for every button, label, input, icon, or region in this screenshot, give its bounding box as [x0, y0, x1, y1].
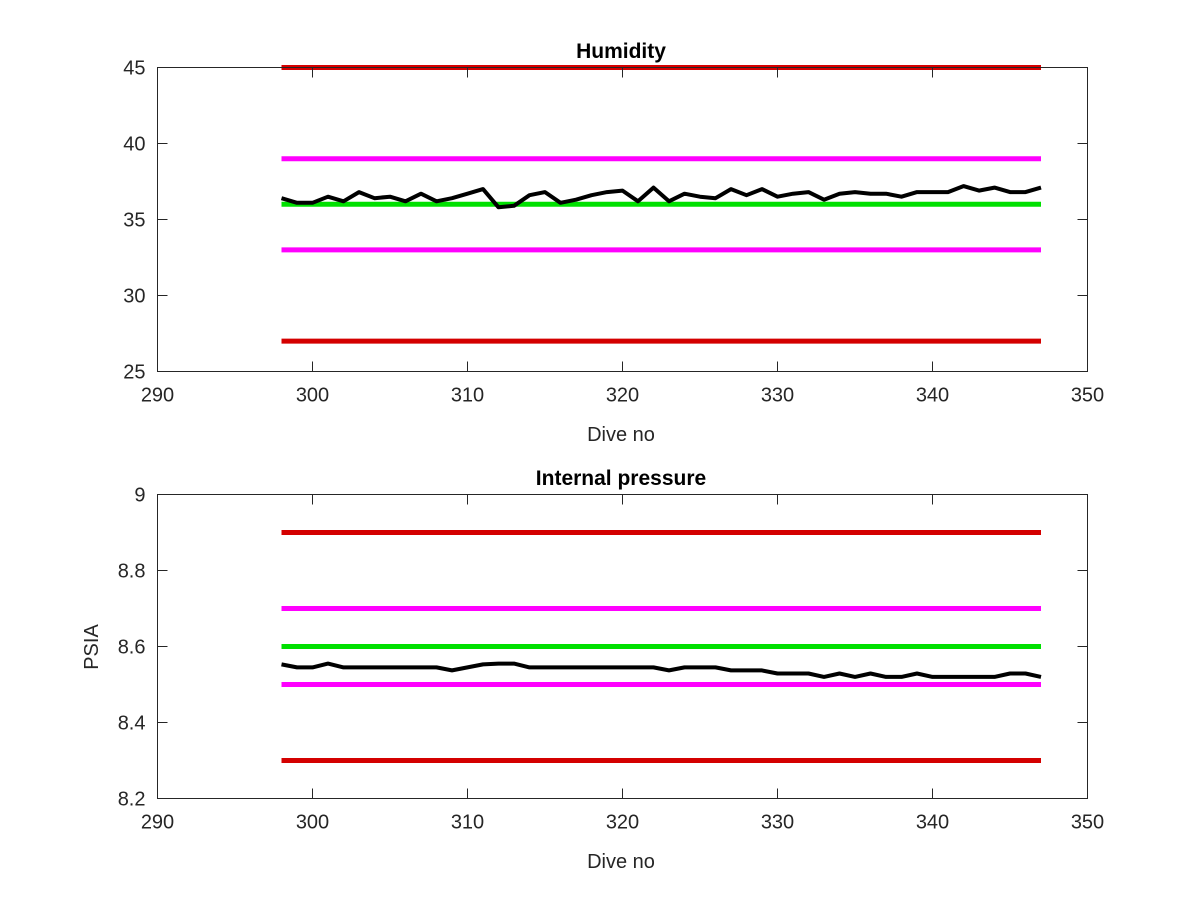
pressure-y-tick-label: 9: [134, 485, 145, 507]
humidity-x-tick-label: 320: [606, 385, 639, 407]
pressure-y-tick-label: 8.6: [118, 637, 146, 659]
humidity-measured-line: [280, 184, 1042, 210]
pressure-x-tick-label: 300: [296, 812, 329, 834]
pressure-lines: [281, 530, 1042, 763]
pressure-x-tick-label: 330: [761, 812, 794, 834]
pressure-x-label: Dive no: [587, 851, 655, 873]
pressure-y-ticks: 8.2 8.4 8.6 8.8 9: [118, 485, 1088, 811]
humidity-y-tick-label: 30: [123, 286, 145, 308]
pressure-x-tick-label: 310: [451, 812, 484, 834]
pressure-x-tick-label: 290: [141, 812, 174, 834]
humidity-title: Humidity: [576, 40, 666, 63]
pressure-y-label: PSIA: [81, 624, 103, 670]
humidity-plot: Humidity 290 300 310 320 330 340 350 25 30 35 40 4…: [123, 40, 1104, 446]
pressure-title: Internal pressure: [536, 467, 706, 490]
pressure-x-tick-label: 320: [606, 812, 639, 834]
humidity-y-tick-label: 40: [123, 134, 145, 156]
pressure-x-tick-label: 340: [916, 812, 949, 834]
pressure-x-ticks: 290 300 310 320 330 340 350: [141, 494, 1104, 834]
humidity-y-tick-label: 25: [123, 362, 145, 384]
pressure-y-tick-label: 8.4: [118, 713, 146, 735]
humidity-x-tick-label: 340: [916, 385, 949, 407]
humidity-x-tick-label: 310: [451, 385, 484, 407]
humidity-axes-box: [157, 67, 1088, 372]
humidity-x-tick-label: 350: [1071, 385, 1104, 407]
pressure-plot: Internal pressure 290 300 310 320 330 340 350 …: [81, 467, 1104, 873]
humidity-y-ticks: 25 30 35 40 45: [123, 58, 1088, 384]
humidity-lines: [280, 65, 1042, 344]
humidity-x-label: Dive no: [587, 424, 655, 446]
humidity-y-tick-label: 35: [123, 210, 145, 232]
pressure-y-tick-label: 8.8: [118, 561, 146, 583]
humidity-y-tick-label: 45: [123, 58, 145, 80]
humidity-x-tick-label: 300: [296, 385, 329, 407]
humidity-x-tick-label: 290: [141, 385, 174, 407]
pressure-measured-line: [281, 661, 1042, 679]
humidity-x-ticks: 290 300 310 320 330 340 350: [141, 67, 1104, 407]
pressure-y-tick-label: 8.2: [118, 789, 146, 811]
humidity-x-tick-label: 330: [761, 385, 794, 407]
pressure-x-tick-label: 350: [1071, 812, 1104, 834]
